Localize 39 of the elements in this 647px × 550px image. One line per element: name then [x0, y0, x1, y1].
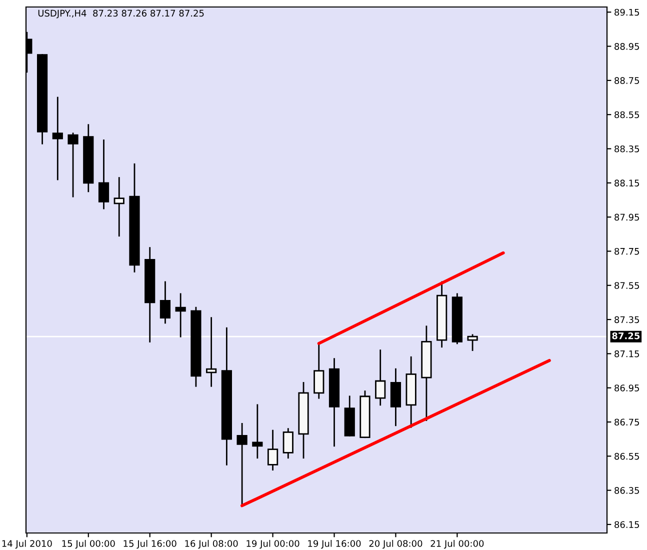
- y-tick-label: 88.35: [614, 145, 639, 152]
- y-tick-label: 88.55: [614, 111, 639, 118]
- candlestick: [236, 423, 248, 506]
- x-tick-label: 19 Jul 16:00: [308, 540, 361, 549]
- y-tick-label: 88.15: [614, 180, 639, 186]
- ref-line-label: 87.25: [612, 332, 640, 340]
- x-tick-label: 14 Jul 2010: [2, 540, 52, 549]
- y-tick-label: 87.15: [614, 350, 639, 358]
- candlestick: [160, 281, 171, 324]
- y-tick-label: 86.55: [614, 452, 639, 460]
- candlestick: [52, 96, 63, 180]
- y-tick-label: 86.15: [614, 521, 639, 528]
- candlestick: [68, 132, 78, 198]
- y-tick-label: 86.35: [614, 487, 639, 494]
- x-tick-label: 19 Jul 00:00: [246, 540, 300, 549]
- candlestick: [375, 350, 386, 406]
- candlestick: [114, 177, 124, 237]
- y-tick-label: 87.75: [614, 248, 639, 255]
- y-tick-label: 87.95: [614, 214, 639, 221]
- candlestick: [98, 140, 110, 210]
- x-tick-label: 21 Jul 00:00: [430, 540, 484, 549]
- candlestick: [282, 428, 294, 459]
- candlestick: [314, 342, 324, 399]
- y-tick-label: 87.35: [614, 316, 639, 324]
- candlestick: [252, 404, 263, 459]
- x-tick-label: 20 Jul 08:00: [369, 540, 422, 549]
- x-tick-label: 16 Jul 08:00: [185, 540, 238, 549]
- y-tick-label: 89.15: [614, 8, 639, 16]
- y-tick-label: 86.75: [614, 418, 639, 426]
- x-tick-label: 15 Jul 16:00: [124, 540, 176, 549]
- y-tick-label: 86.95: [614, 384, 639, 392]
- y-tick-label: 87.55: [614, 282, 639, 289]
- candlestick: [267, 430, 278, 471]
- candlestick: [175, 293, 186, 338]
- y-tick-label: 88.95: [614, 43, 639, 50]
- y-tick-label: 88.75: [614, 77, 639, 84]
- chart-title: USDJPY.,H4 87.23 87.26 87.17 87.25: [38, 10, 204, 18]
- candlestick: [390, 368, 402, 426]
- x-tick-label: 15 Jul 00:00: [62, 540, 115, 549]
